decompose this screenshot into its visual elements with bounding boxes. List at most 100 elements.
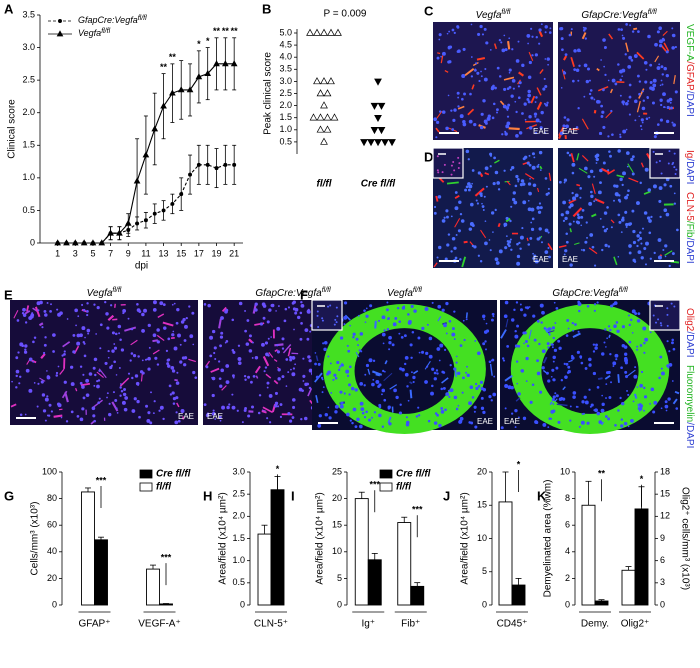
texture-dot <box>479 259 483 263</box>
texture-dot <box>209 335 214 340</box>
texture-dot <box>435 369 439 372</box>
texture-dot <box>505 106 510 110</box>
texture-dot <box>21 344 25 347</box>
texture-dot <box>607 169 610 172</box>
texture-dot <box>621 100 625 104</box>
texture-dot <box>617 255 620 258</box>
inset-dot <box>443 163 446 166</box>
texture-dot <box>266 381 270 385</box>
texture-dot <box>359 382 364 386</box>
texture-dot <box>131 409 136 413</box>
texture-dot <box>306 337 310 341</box>
texture-dot <box>563 181 566 184</box>
texture-dot <box>42 351 46 355</box>
texture-dot <box>324 412 329 417</box>
texture-dot <box>104 361 108 365</box>
texture-dot <box>122 308 127 313</box>
x-tick-label: CLN-5⁺ <box>254 619 288 630</box>
texture-dot <box>81 326 86 331</box>
texture-dot <box>627 189 630 192</box>
marker <box>381 139 389 147</box>
texture-dot <box>474 382 478 386</box>
marker <box>320 28 328 36</box>
texture-dot <box>627 100 630 103</box>
texture-stroke <box>61 390 68 399</box>
y-tick-label: 2.0 <box>232 511 245 521</box>
texture-dot <box>483 195 486 198</box>
marker <box>205 162 210 167</box>
texture-dot <box>459 212 463 216</box>
texture-dot <box>641 90 644 93</box>
texture-dot <box>517 40 520 43</box>
stain-part: /GFAP <box>684 61 695 91</box>
texture-dot <box>600 408 605 413</box>
texture-dot <box>82 308 86 312</box>
texture-stroke <box>654 55 660 63</box>
texture-dot <box>264 366 268 369</box>
annotation: * <box>206 36 210 46</box>
texture-dot <box>527 199 530 202</box>
texture-dot <box>340 401 344 405</box>
texture-dot <box>23 350 28 354</box>
texture-stroke <box>92 399 103 408</box>
texture-stroke <box>548 172 552 181</box>
texture-dot <box>636 348 639 351</box>
texture-dot <box>606 227 609 230</box>
texture-stroke <box>489 363 493 376</box>
texture-dot <box>630 419 634 423</box>
texture-dot <box>156 340 160 344</box>
texture-dot <box>660 103 663 107</box>
texture-dot <box>649 63 653 67</box>
texture-dot <box>522 157 525 160</box>
texture-dot <box>631 155 635 159</box>
texture-dot <box>179 360 183 364</box>
annotation: ** <box>160 62 168 72</box>
texture-dot <box>320 376 324 380</box>
texture-dot <box>621 218 625 222</box>
texture-stroke <box>607 169 616 175</box>
texture-dot <box>266 320 270 324</box>
panel-letter: G <box>4 488 14 503</box>
texture-dot <box>510 205 513 208</box>
texture-dot <box>535 118 540 123</box>
texture-dot <box>535 36 538 39</box>
texture-dot <box>595 162 598 164</box>
texture-dot <box>388 335 392 340</box>
texture-dot <box>158 409 161 412</box>
texture-dot <box>610 381 613 384</box>
texture-dot <box>481 205 485 208</box>
texture-dot <box>347 349 351 353</box>
texture-dot <box>577 406 579 408</box>
x-tick-label: 19 <box>212 248 222 258</box>
texture-dot <box>642 227 645 230</box>
texture-dot <box>279 415 283 419</box>
texture-dot <box>318 414 322 418</box>
texture-stroke <box>75 387 78 392</box>
texture-dot <box>212 409 215 412</box>
texture-stroke <box>26 305 30 312</box>
texture-dot <box>15 369 20 374</box>
texture-dot <box>63 352 66 356</box>
texture-dot <box>637 239 640 242</box>
texture-dot <box>485 41 489 45</box>
texture-dot <box>631 332 634 334</box>
texture-dot <box>665 50 669 54</box>
texture-dot <box>624 358 629 363</box>
texture-dot <box>22 307 26 312</box>
texture-stroke <box>444 70 449 73</box>
y-axis-label: Area/field (x10⁴ µm²) <box>218 492 229 584</box>
texture-dot <box>658 199 662 203</box>
texture-dot <box>578 64 581 67</box>
texture-dot <box>653 135 657 139</box>
texture-dot <box>471 169 475 172</box>
texture-stroke <box>476 57 486 61</box>
texture-dot <box>77 315 80 318</box>
legend-label: Cre fl/fl <box>156 469 191 480</box>
texture-dot <box>482 388 487 392</box>
texture-dot <box>394 316 398 320</box>
image-title: GfapCre:Vegfafl/fl <box>552 287 628 299</box>
texture-dot <box>470 56 473 58</box>
texture-stroke <box>536 101 543 110</box>
texture-dot <box>467 182 471 186</box>
y-tick-label: 5.0 <box>279 27 292 37</box>
